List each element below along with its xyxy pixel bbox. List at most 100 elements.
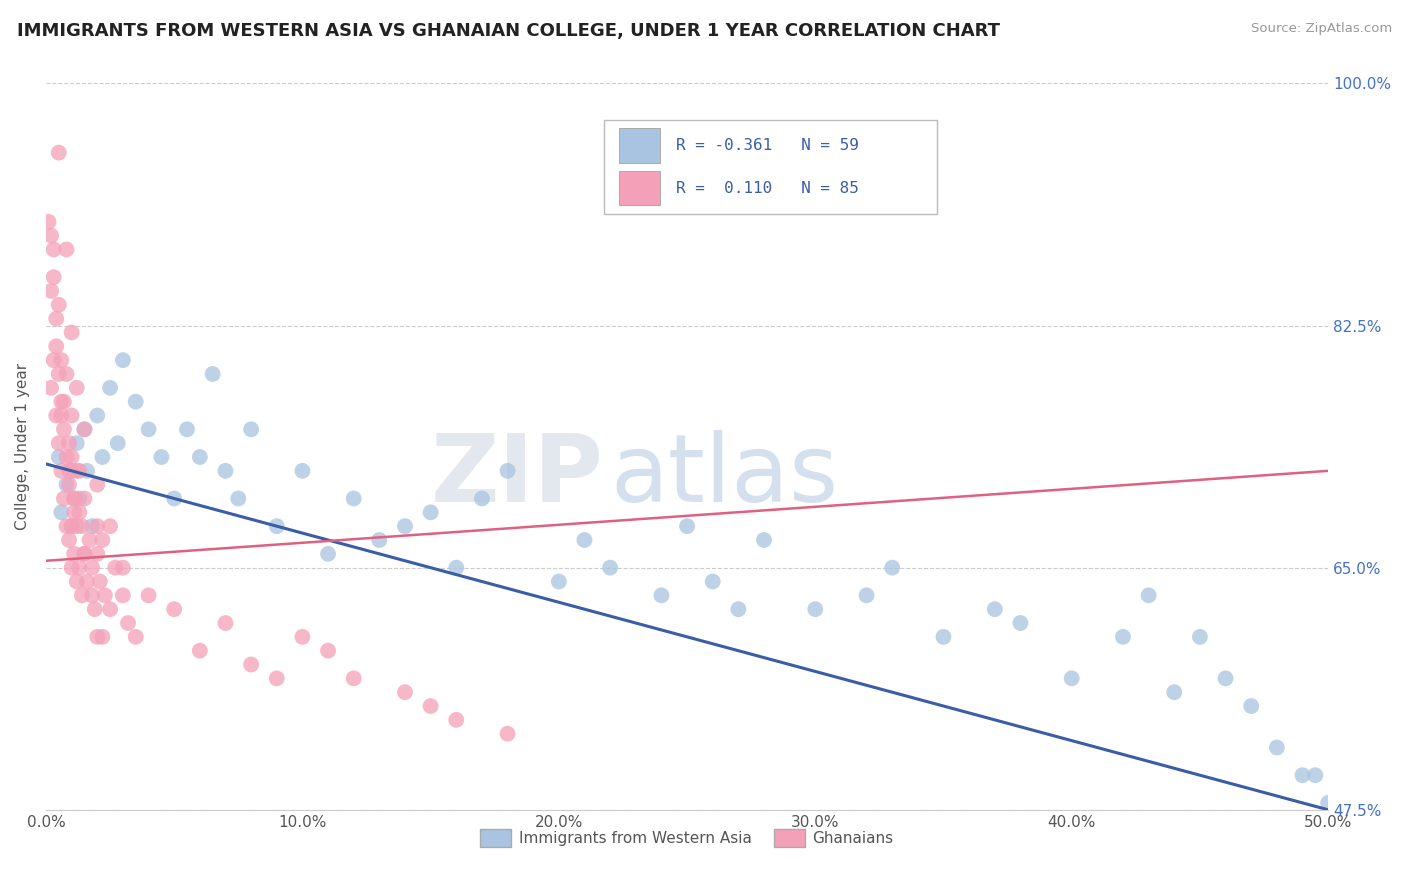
Text: R = -0.361   N = 59: R = -0.361 N = 59 xyxy=(675,138,859,153)
Point xyxy=(98,519,121,533)
Point xyxy=(117,615,139,630)
Point xyxy=(676,519,699,533)
Point xyxy=(60,464,83,478)
Point xyxy=(855,588,877,602)
Point xyxy=(73,547,96,561)
Point xyxy=(316,643,339,657)
Point xyxy=(66,519,89,533)
Point xyxy=(343,671,366,685)
Point xyxy=(86,547,108,561)
Point xyxy=(446,713,468,727)
Point xyxy=(51,353,73,368)
FancyBboxPatch shape xyxy=(603,120,936,214)
Point xyxy=(42,353,65,368)
Point xyxy=(94,588,117,602)
Point xyxy=(66,381,89,395)
Point xyxy=(48,298,70,312)
Point xyxy=(39,284,62,298)
Point xyxy=(727,602,749,616)
Point xyxy=(60,560,83,574)
Point xyxy=(48,436,70,450)
Point xyxy=(107,436,129,450)
Point xyxy=(38,215,60,229)
Point xyxy=(98,381,121,395)
Point xyxy=(804,602,827,616)
Point xyxy=(66,436,89,450)
Legend: Immigrants from Western Asia, Ghanaians: Immigrants from Western Asia, Ghanaians xyxy=(474,823,900,853)
Point xyxy=(66,464,89,478)
Point xyxy=(55,450,77,464)
Point xyxy=(240,422,263,436)
Point xyxy=(45,311,67,326)
Point xyxy=(1188,630,1211,644)
Point xyxy=(58,477,80,491)
Point xyxy=(214,615,236,630)
Point xyxy=(60,409,83,423)
Point xyxy=(86,477,108,491)
Text: Source: ZipAtlas.com: Source: ZipAtlas.com xyxy=(1251,22,1392,36)
Point xyxy=(63,491,86,506)
Point xyxy=(266,519,288,533)
Point xyxy=(55,243,77,257)
Point xyxy=(91,533,114,547)
Point xyxy=(111,353,134,368)
Point xyxy=(932,630,955,644)
Point xyxy=(48,367,70,381)
Point xyxy=(73,547,96,561)
Point xyxy=(201,367,224,381)
Point xyxy=(98,602,121,616)
Point xyxy=(394,519,416,533)
Point xyxy=(240,657,263,672)
Text: atlas: atlas xyxy=(610,430,838,522)
Point xyxy=(1240,699,1263,714)
Point xyxy=(63,547,86,561)
Point xyxy=(150,450,173,464)
Point xyxy=(55,477,77,491)
Point xyxy=(76,574,98,589)
Point xyxy=(1112,630,1135,644)
Point xyxy=(91,450,114,464)
Point xyxy=(176,422,198,436)
Point xyxy=(83,602,105,616)
Point xyxy=(48,450,70,464)
Y-axis label: College, Under 1 year: College, Under 1 year xyxy=(15,363,30,530)
Point xyxy=(882,560,904,574)
Point xyxy=(496,464,519,478)
Point xyxy=(70,588,93,602)
Point xyxy=(58,436,80,450)
FancyBboxPatch shape xyxy=(619,170,661,205)
Point xyxy=(67,464,90,478)
Point xyxy=(52,394,75,409)
Point xyxy=(67,505,90,519)
Point xyxy=(266,671,288,685)
Point xyxy=(111,588,134,602)
Point xyxy=(55,519,77,533)
Point xyxy=(291,630,314,644)
Point xyxy=(138,588,160,602)
Point xyxy=(86,409,108,423)
Point xyxy=(1291,768,1313,782)
Point xyxy=(39,381,62,395)
Point xyxy=(125,630,148,644)
Point xyxy=(1317,796,1340,810)
Point xyxy=(368,533,391,547)
Point xyxy=(60,519,83,533)
Point xyxy=(51,409,73,423)
Point xyxy=(394,685,416,699)
Point xyxy=(51,464,73,478)
Point xyxy=(702,574,724,589)
Point xyxy=(91,630,114,644)
Point xyxy=(42,243,65,257)
Point xyxy=(55,367,77,381)
Point xyxy=(63,505,86,519)
Point xyxy=(226,491,249,506)
Point xyxy=(86,630,108,644)
Point xyxy=(42,270,65,285)
Point xyxy=(125,394,148,409)
Point xyxy=(73,422,96,436)
Point xyxy=(984,602,1007,616)
Text: ZIP: ZIP xyxy=(430,430,603,522)
Point xyxy=(547,574,569,589)
Point xyxy=(163,491,186,506)
Point xyxy=(58,533,80,547)
